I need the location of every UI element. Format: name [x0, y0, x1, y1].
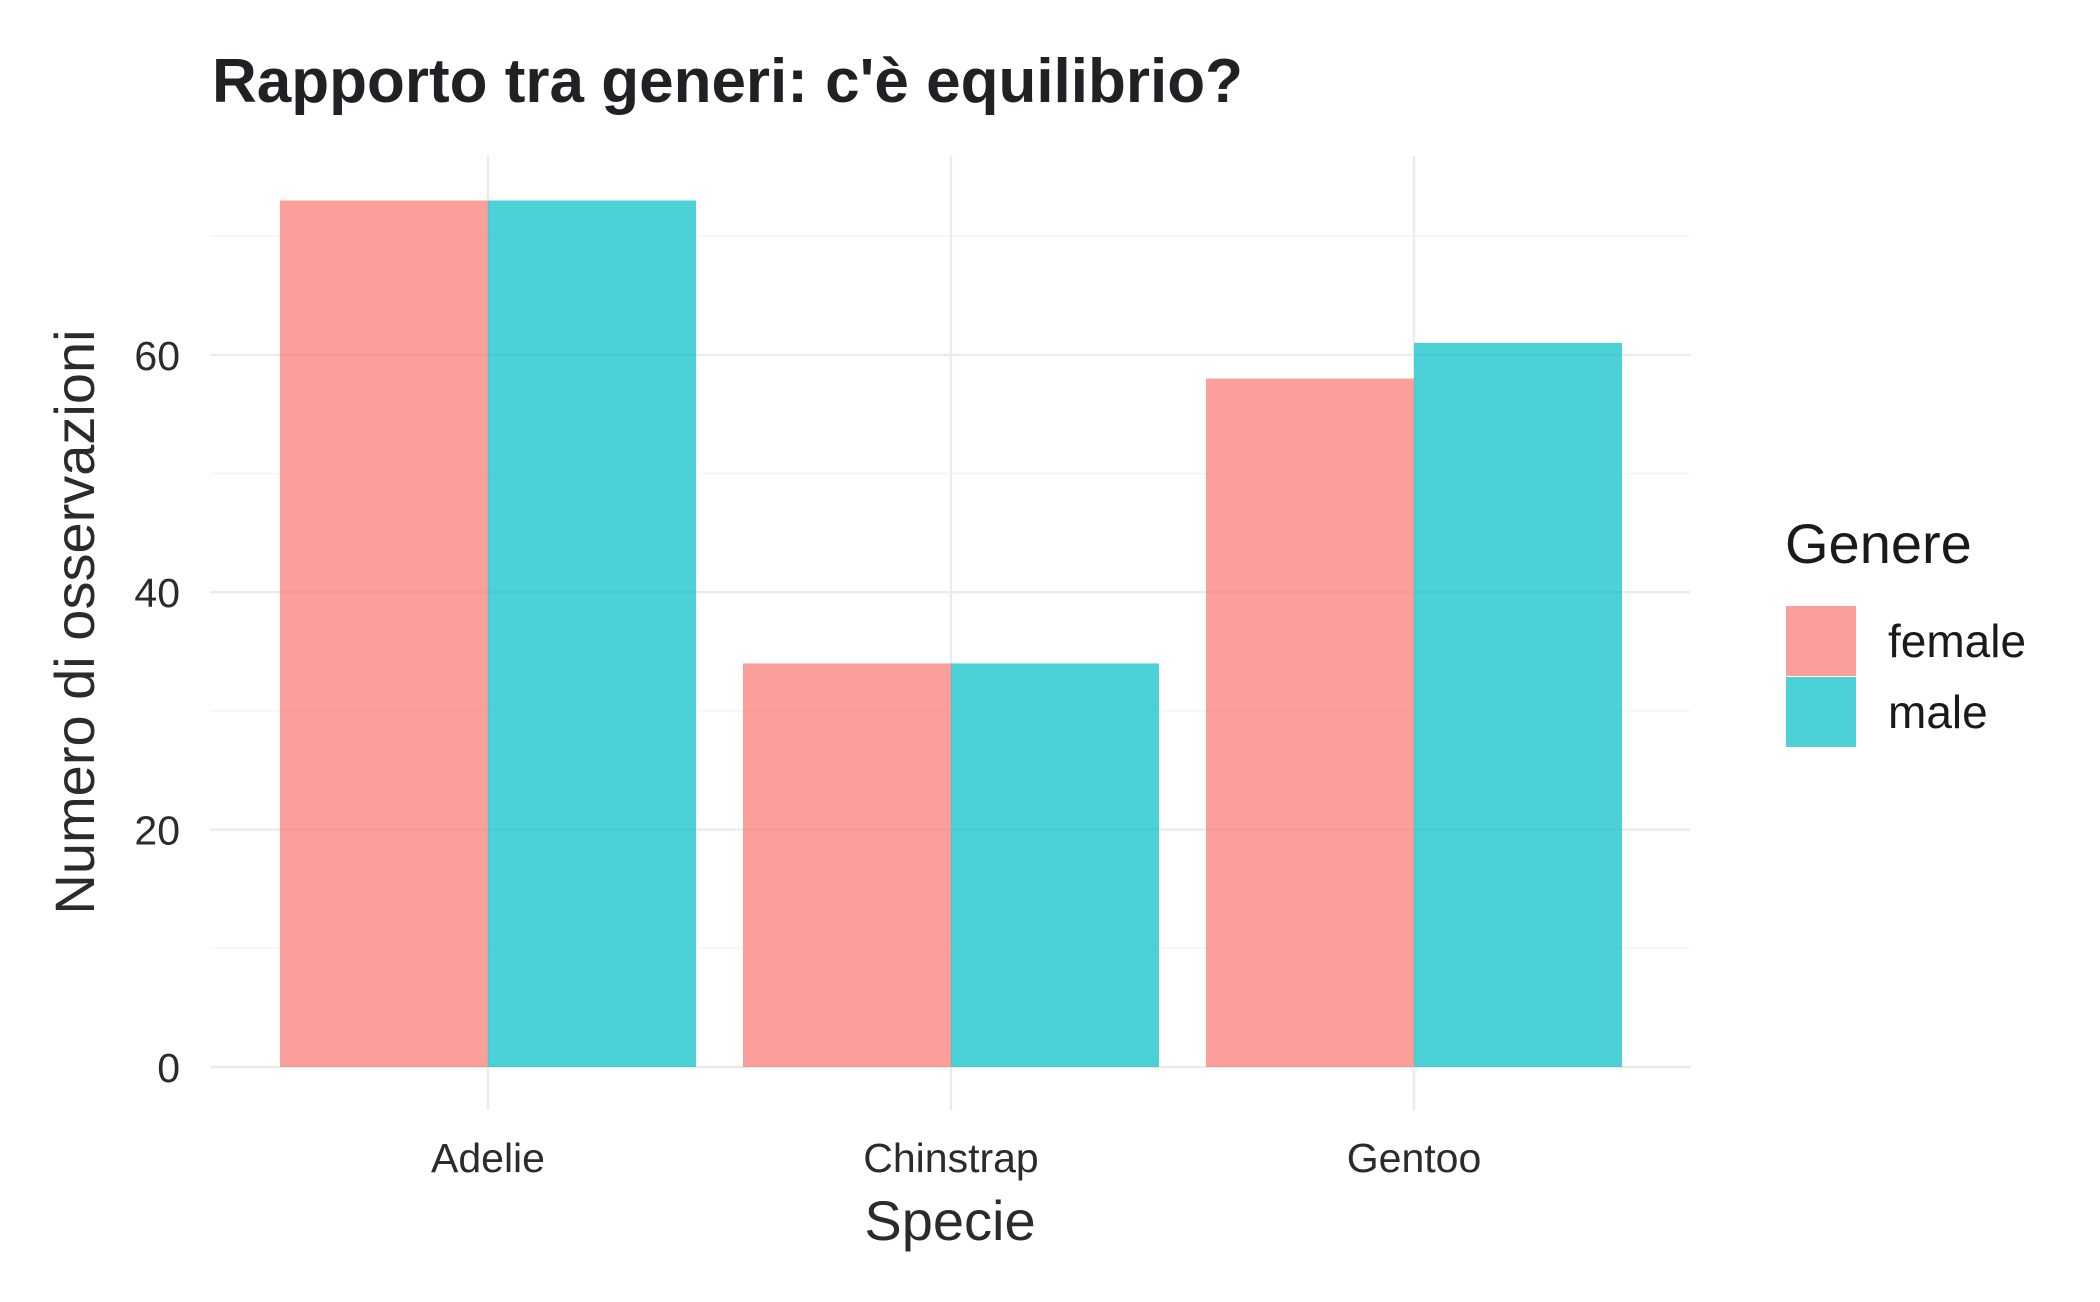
chart-title: Rapporto tra generi: c'è equilibrio? [212, 47, 1243, 116]
legend-title: Genere [1785, 512, 1972, 575]
y-tick-label: 60 [134, 333, 180, 379]
bar-gentoo-male [1414, 342, 1622, 1067]
bar-chinstrap-female [743, 663, 951, 1067]
y-axis-ticks: 0 20 40 60 [134, 333, 180, 1091]
y-tick-label: 20 [134, 808, 180, 854]
bars [280, 200, 1622, 1068]
bar-chinstrap-male [951, 663, 1159, 1067]
legend-key-female [1786, 606, 1856, 676]
bar-adelie-female [280, 200, 488, 1068]
y-tick-label: 40 [134, 570, 180, 616]
legend: Genere female male [1785, 512, 2026, 747]
bar-adelie-male [488, 200, 696, 1068]
y-tick-label: 0 [157, 1045, 180, 1091]
x-tick-label: Adelie [431, 1135, 545, 1181]
x-tick-label: Chinstrap [863, 1135, 1038, 1181]
x-axis-ticks: Adelie Chinstrap Gentoo [431, 1135, 1481, 1181]
x-tick-label: Gentoo [1347, 1135, 1482, 1181]
y-axis-title: Numero di osservazioni [43, 329, 106, 914]
legend-key-male [1786, 677, 1856, 747]
legend-label-male: male [1888, 686, 1988, 738]
legend-label-female: female [1888, 615, 2026, 667]
bar-gentoo-female [1206, 378, 1414, 1067]
x-axis-title: Specie [864, 1189, 1035, 1252]
